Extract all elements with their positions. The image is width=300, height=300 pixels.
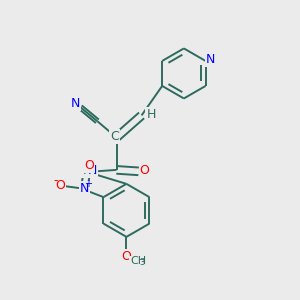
Text: -: - [53, 174, 58, 187]
Text: N: N [87, 164, 97, 177]
Text: O: O [122, 250, 131, 263]
Text: 3: 3 [140, 258, 145, 267]
Text: H: H [82, 164, 92, 177]
Text: CH: CH [130, 256, 146, 266]
Text: O: O [140, 164, 149, 177]
Text: H: H [146, 108, 156, 121]
Text: +: + [85, 179, 92, 190]
Text: N: N [206, 53, 215, 66]
Text: C: C [110, 130, 119, 142]
Text: O: O [56, 179, 65, 192]
Text: O: O [84, 159, 94, 172]
Text: N: N [70, 97, 80, 110]
Text: N: N [80, 182, 89, 195]
